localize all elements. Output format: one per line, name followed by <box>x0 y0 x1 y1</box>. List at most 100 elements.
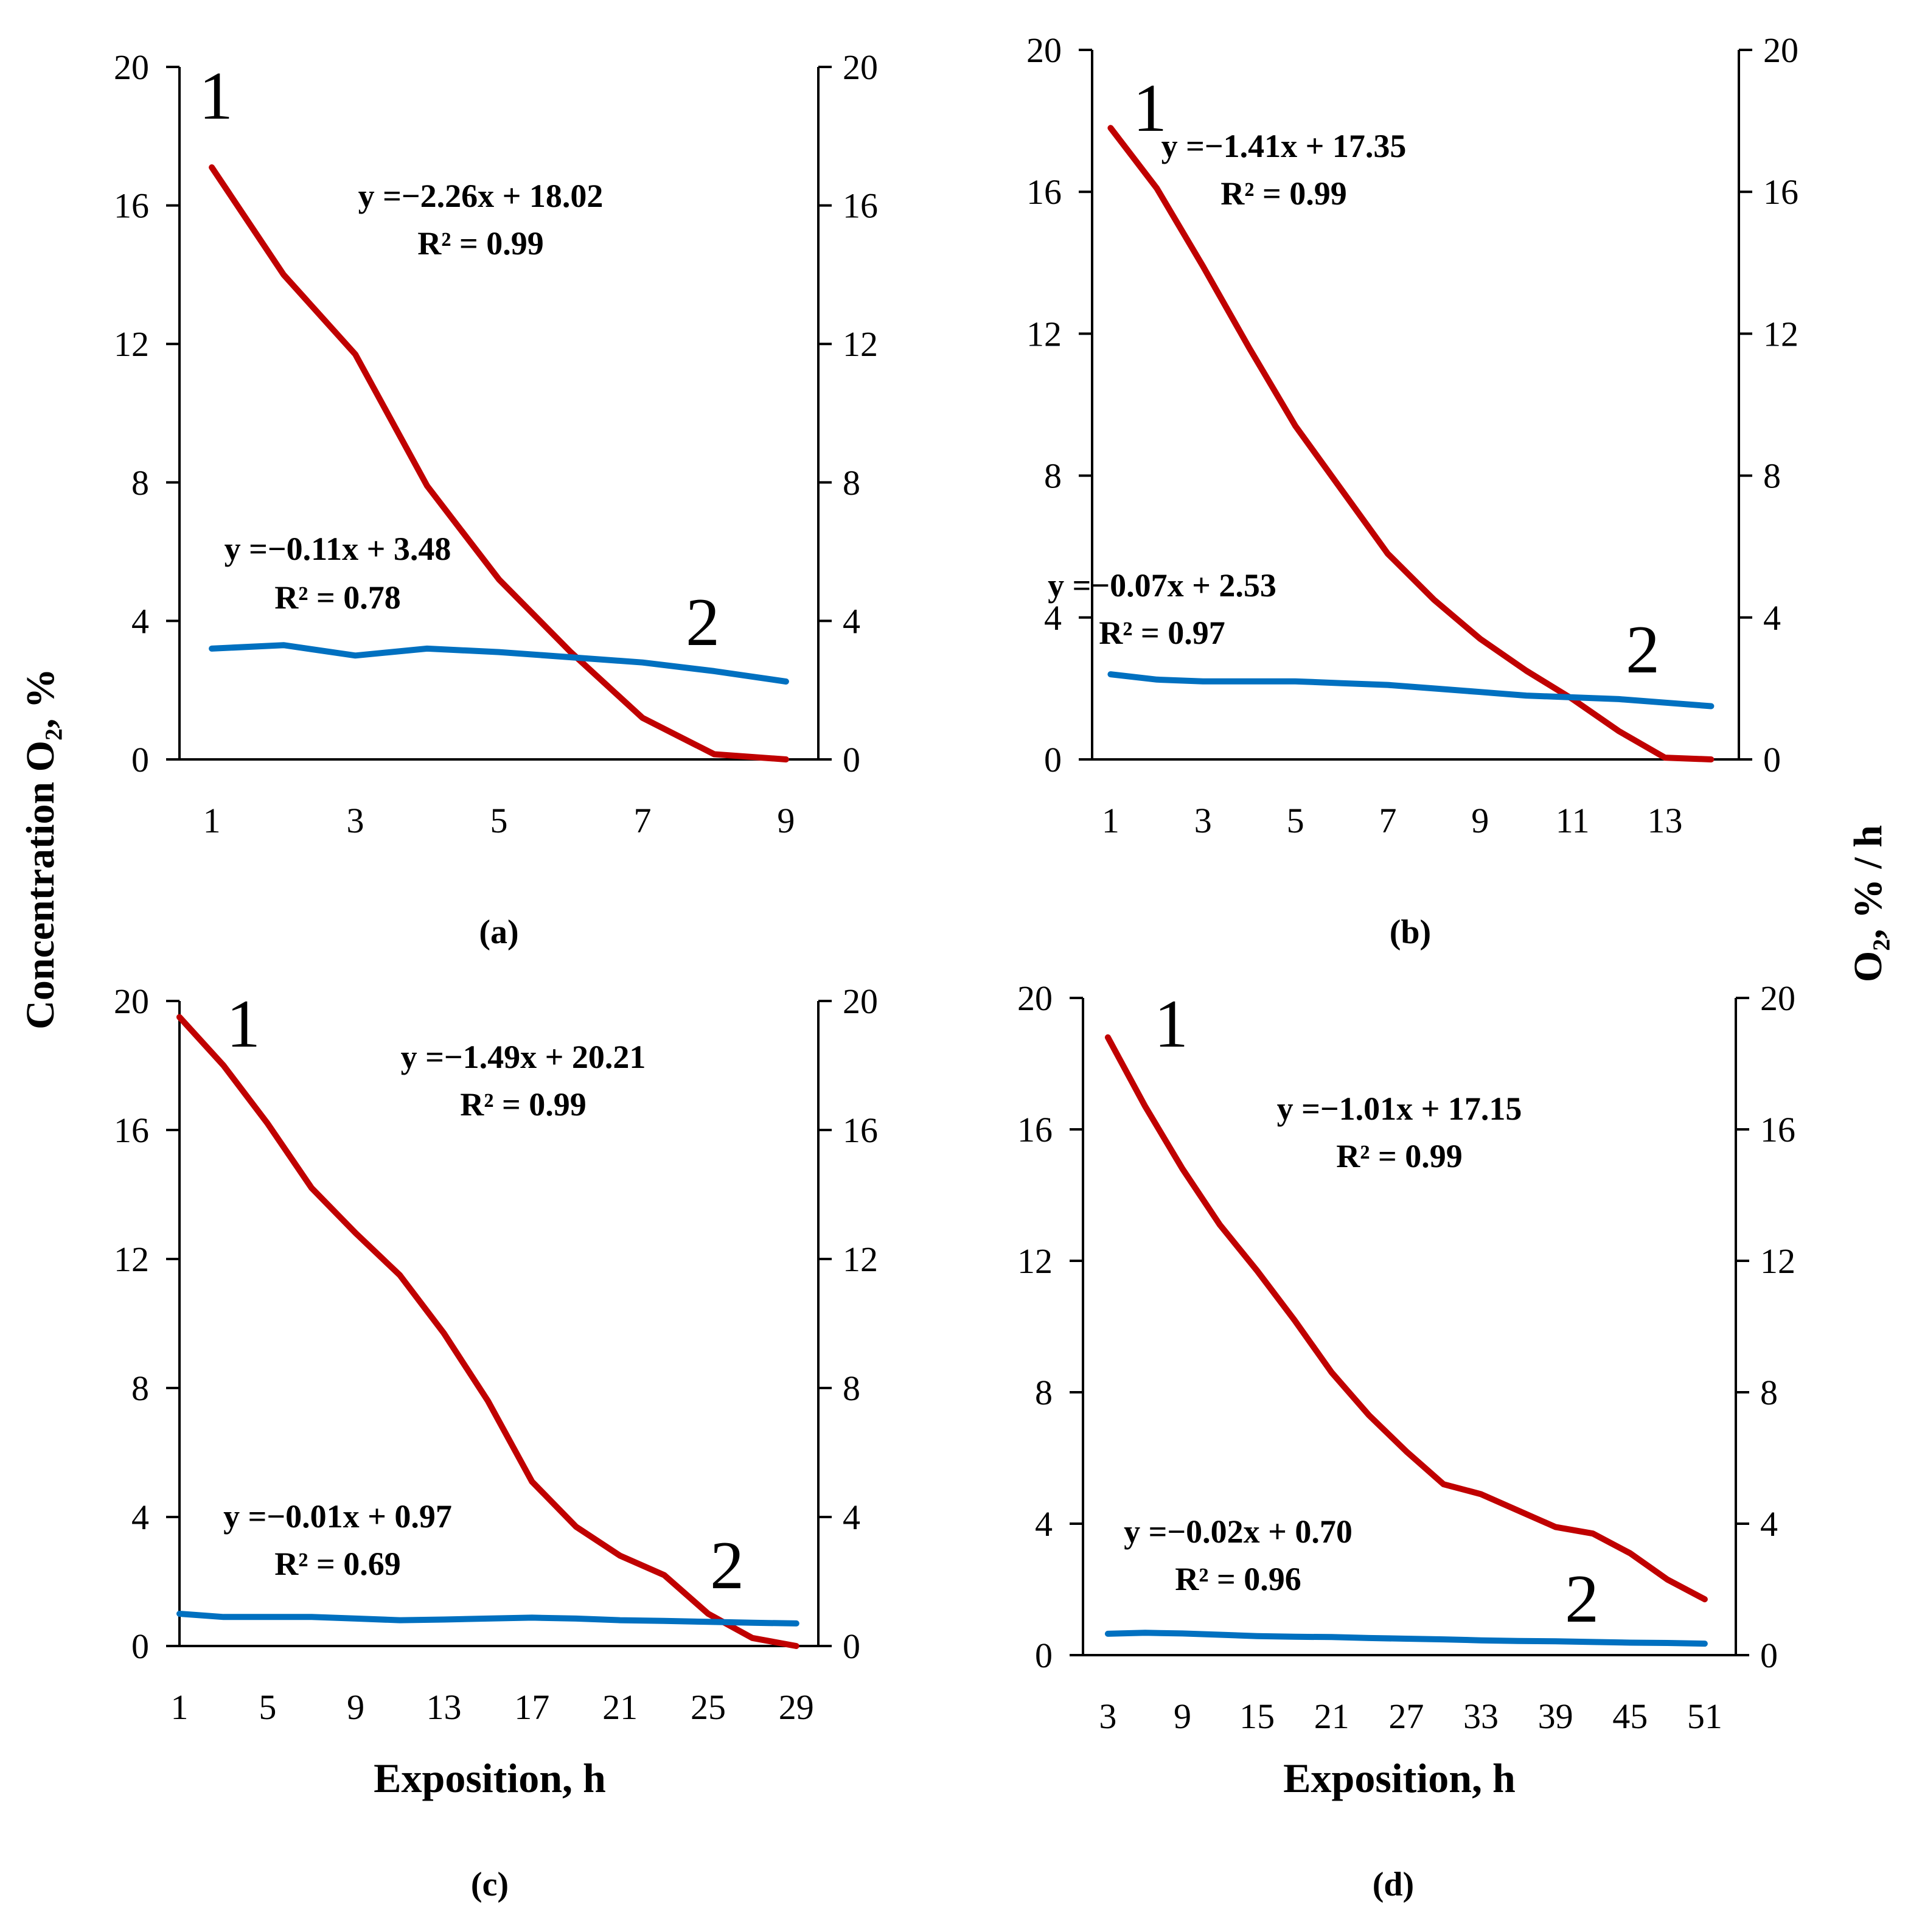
x-tick-label-a: 9 <box>777 801 795 840</box>
x-tick-label-a: 3 <box>347 801 364 840</box>
x-tick-label-c: 25 <box>691 1687 726 1727</box>
series-marker-2-c: 2 <box>710 1528 744 1603</box>
y-tick-label-left-c: 20 <box>114 982 149 1021</box>
y-tick-label-right-c: 8 <box>843 1369 860 1408</box>
y-tick-label-right-b: 20 <box>1763 30 1798 70</box>
y-tick-label-left-a: 20 <box>114 47 149 87</box>
trend-equation-1-b: y =−1.41x + 17.35 <box>1161 128 1407 164</box>
y-tick-label-left-d: 16 <box>1017 1110 1053 1149</box>
x-tick-label-b: 3 <box>1194 801 1212 840</box>
x-tick-label-d: 33 <box>1463 1697 1499 1736</box>
series-line-1-d <box>1104 1034 1708 1603</box>
x-tick-label-b: 9 <box>1471 801 1489 840</box>
y-tick-label-right-c: 0 <box>843 1627 860 1666</box>
series-line-1-c <box>176 1014 799 1649</box>
x-tick-label-d: 51 <box>1687 1697 1722 1736</box>
panel-c: 0 4 8 12 16 20 0 4 8 12 16 20 1 5 9 13 17 21 25 29 1 y =−1.49… <box>114 982 878 1903</box>
y-tick-label-left-d: 0 <box>1035 1636 1053 1675</box>
x-tick-label-b: 11 <box>1556 801 1590 840</box>
left-axis-label: Concentration O₂, % <box>18 668 63 1030</box>
trend-r2-2-d: R² = 0.96 <box>1175 1561 1301 1597</box>
series-line-2-b <box>1107 671 1715 710</box>
y-tick-label-right-c: 20 <box>843 982 878 1021</box>
x-tick-label-d: 45 <box>1612 1697 1648 1736</box>
x-tick-label-a: 5 <box>490 801 508 840</box>
series-marker-1-b: 1 <box>1133 71 1167 146</box>
y-tick-label-left-b: 12 <box>1026 314 1062 354</box>
series-line-2-d <box>1104 1630 1708 1647</box>
series-marker-2-d: 2 <box>1565 1561 1599 1637</box>
x-tick-label-b: 13 <box>1648 801 1683 840</box>
panel-label-d: (d) <box>1373 1866 1414 1903</box>
series-line-1-b <box>1107 125 1715 762</box>
y-tick-label-left-b: 4 <box>1044 598 1062 638</box>
trend-equation-2-d: y =−0.02x + 0.70 <box>1124 1513 1353 1550</box>
trend-r2-1-c: R² = 0.99 <box>460 1086 586 1123</box>
y-tick-label-left-b: 20 <box>1026 30 1062 70</box>
y-tick-label-left-d: 12 <box>1017 1241 1053 1281</box>
x-tick-label-c: 29 <box>779 1687 814 1727</box>
y-tick-label-left-c: 4 <box>131 1498 149 1537</box>
y-tick-label-left-b: 0 <box>1044 740 1062 779</box>
y-tick-label-left-c: 8 <box>131 1369 149 1408</box>
trend-r2-2-b: R² = 0.97 <box>1099 615 1225 651</box>
right-axis-label: O₂, % / h <box>1846 825 1890 982</box>
y-tick-label-left-a: 8 <box>131 463 149 503</box>
panel-a: 0 4 8 12 16 20 0 4 8 12 16 20 1 3 5 7 9 1 y =−2.26x + 18.0… <box>114 47 878 951</box>
y-tick-label-right-b: 4 <box>1763 598 1781 638</box>
y-tick-label-left-c: 12 <box>114 1240 149 1279</box>
x-tick-label-c: 5 <box>259 1687 276 1727</box>
x-tick-label-d: 9 <box>1174 1697 1191 1736</box>
trend-r2-1-b: R² = 0.99 <box>1220 175 1346 212</box>
trend-equation-2-a: y =−0.11x + 3.48 <box>225 531 451 567</box>
y-tick-label-right-c: 16 <box>843 1111 878 1150</box>
trend-r2-1-a: R² = 0.99 <box>417 225 543 262</box>
y-tick-label-right-b: 12 <box>1763 314 1798 354</box>
x-tick-label-c: 13 <box>426 1687 461 1727</box>
trend-equation-1-c: y =−1.49x + 20.21 <box>401 1039 646 1075</box>
x-tick-label-c: 1 <box>171 1687 189 1727</box>
y-tick-label-right-b: 16 <box>1763 172 1798 212</box>
x-tick-label-b: 7 <box>1379 801 1396 840</box>
y-tick-label-left-c: 0 <box>131 1627 149 1666</box>
y-tick-label-left-a: 12 <box>114 324 149 364</box>
y-tick-label-right-a: 4 <box>843 601 860 641</box>
y-tick-label-right-d: 8 <box>1760 1373 1778 1412</box>
x-tick-label-c: 17 <box>514 1687 549 1727</box>
trend-r2-2-a: R² = 0.78 <box>274 579 400 616</box>
x-tick-label-d: 27 <box>1388 1697 1424 1736</box>
x-tick-label-c: 9 <box>347 1687 364 1727</box>
x-tick-label-c: 21 <box>602 1687 638 1727</box>
x-tick-label-b: 5 <box>1287 801 1304 840</box>
series-marker-2-b: 2 <box>1626 612 1660 688</box>
trend-r2-2-c: R² = 0.69 <box>274 1546 400 1582</box>
y-tick-label-right-d: 20 <box>1760 978 1795 1018</box>
trend-equation-2-c: y =−0.01x + 0.97 <box>223 1498 452 1535</box>
y-tick-label-right-a: 0 <box>843 740 860 779</box>
series-line-2-c <box>176 1611 799 1627</box>
trend-equation-1-d: y =−1.01x + 17.15 <box>1277 1090 1522 1127</box>
x-tick-label-d: 15 <box>1239 1697 1275 1736</box>
y-tick-label-right-a: 16 <box>843 186 878 226</box>
y-tick-label-right-d: 12 <box>1760 1241 1795 1281</box>
y-tick-label-right-d: 16 <box>1760 1110 1795 1149</box>
x-tick-label-d: 39 <box>1538 1697 1573 1736</box>
y-tick-label-right-b: 0 <box>1763 740 1781 779</box>
y-tick-label-right-a: 12 <box>843 324 878 364</box>
y-tick-label-left-b: 16 <box>1026 172 1062 212</box>
y-tick-label-left-c: 16 <box>114 1111 149 1150</box>
y-tick-label-right-b: 8 <box>1763 456 1781 496</box>
trend-equation-2-b: y =−0.07x + 2.53 <box>1048 567 1276 604</box>
y-tick-label-left-d: 8 <box>1035 1373 1053 1412</box>
y-tick-label-right-a: 20 <box>843 47 878 87</box>
x-tick-label-a: 7 <box>633 801 651 840</box>
series-marker-1-c: 1 <box>226 986 260 1062</box>
y-tick-label-left-a: 0 <box>131 740 149 779</box>
series-marker-2-a: 2 <box>686 585 720 660</box>
y-tick-label-left-b: 8 <box>1044 456 1062 496</box>
x-tick-label-d: 3 <box>1099 1697 1116 1736</box>
